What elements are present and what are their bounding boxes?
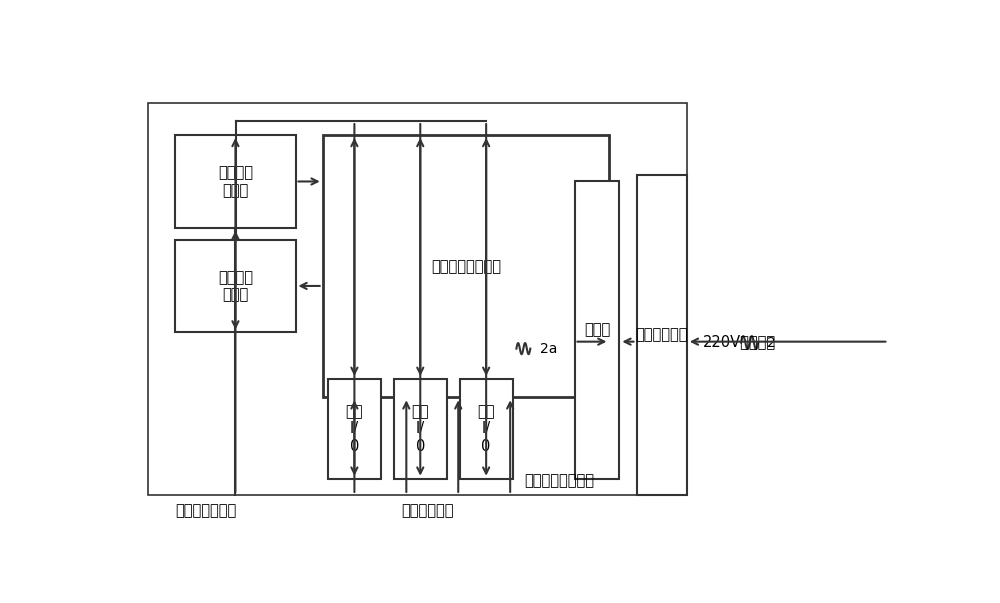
Bar [394, 379, 447, 479]
Text: 数字
I/
0: 数字 I/ 0 [412, 404, 429, 453]
Text: 220V电源输入: 220V电源输入 [702, 334, 776, 349]
Bar [574, 182, 619, 479]
Bar [175, 239, 296, 332]
Bar [148, 103, 687, 495]
Bar [328, 379, 381, 479]
Text: 2a: 2a [540, 342, 557, 356]
Text: 待测数字插件: 待测数字插件 [401, 504, 454, 519]
Text: 边界扫描测试背板: 边界扫描测试背板 [431, 259, 501, 274]
Text: 边界扫描
路由器: 边界扫描 路由器 [218, 270, 253, 302]
Bar [323, 135, 609, 397]
Text: 数字
I/
0: 数字 I/ 0 [346, 404, 363, 453]
Text: 2: 2 [767, 336, 776, 350]
Text: 边界扫描
控制器: 边界扫描 控制器 [218, 165, 253, 198]
Text: 边界扫描测试分机: 边界扫描测试分机 [524, 473, 594, 488]
Text: 第一开关电源: 第一开关电源 [635, 327, 688, 342]
Bar [460, 379, 512, 479]
Text: 稳压器: 稳压器 [584, 323, 610, 338]
Text: 测试控制计算机: 测试控制计算机 [175, 504, 237, 519]
Bar [637, 174, 687, 495]
Bar [175, 135, 296, 228]
Text: 数字
I/
0: 数字 I/ 0 [477, 404, 495, 453]
